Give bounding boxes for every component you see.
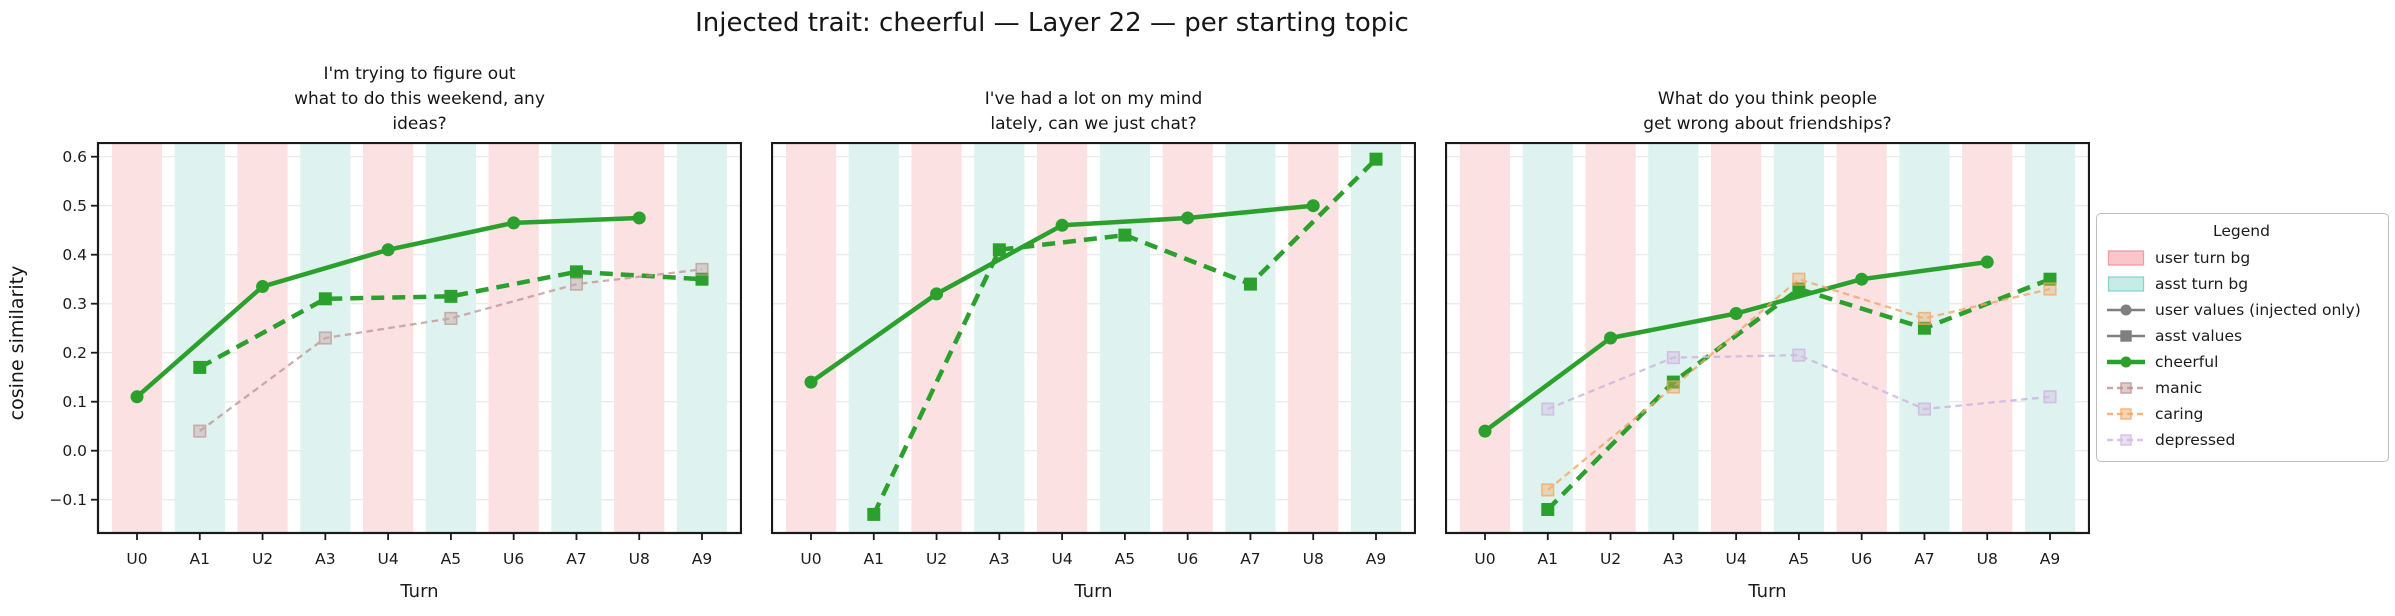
svg-text:A5: A5 <box>1115 550 1135 568</box>
svg-text:U6: U6 <box>1177 550 1198 568</box>
subplot-1: I'm trying to figure out what to do this… <box>37 50 742 611</box>
svg-text:0.0: 0.0 <box>62 442 87 460</box>
svg-text:U4: U4 <box>1726 550 1747 568</box>
legend-title: Legend <box>2213 222 2270 240</box>
svg-text:0.6: 0.6 <box>62 148 87 166</box>
svg-text:Turn: Turn <box>1747 581 1786 602</box>
svg-text:A1: A1 <box>864 550 884 568</box>
figure-title: Injected trait: cheerful — Layer 22 — pe… <box>695 8 1409 38</box>
svg-text:Turn: Turn <box>399 581 438 602</box>
subplot-3-title: What do you think people get wrong about… <box>1643 89 1892 134</box>
legend-item-manic: manic <box>2107 375 2376 401</box>
user-turn-bg-swatch-icon <box>2107 250 2145 266</box>
chart-subplot-2: U0 A1 U2 A3 U4 A5 U6 A7 U8 A9 Turn <box>771 142 1416 602</box>
svg-text:0.1: 0.1 <box>62 393 87 411</box>
svg-text:U6: U6 <box>503 550 524 568</box>
y-axis-label: cosine similarity <box>6 265 28 421</box>
svg-text:A9: A9 <box>692 550 712 568</box>
svg-text:A7: A7 <box>566 550 586 568</box>
svg-text:U0: U0 <box>1474 550 1495 568</box>
svg-text:0.3: 0.3 <box>62 295 87 313</box>
depressed-line-icon <box>2107 434 2145 446</box>
legend-item-user-turn-bg: user turn bg <box>2107 245 2376 271</box>
svg-text:U8: U8 <box>1303 550 1324 568</box>
svg-text:U2: U2 <box>926 550 947 568</box>
svg-text:U0: U0 <box>126 550 147 568</box>
svg-text:0.4: 0.4 <box>62 246 87 264</box>
legend-item-asst-values: asst values <box>2107 323 2376 349</box>
chart-subplot-3: U0 A1 U2 A3 U4 A5 U6 A7 U8 A9 Turn <box>1445 142 2090 602</box>
svg-text:A9: A9 <box>1366 550 1386 568</box>
svg-text:Turn: Turn <box>1073 581 1112 602</box>
caring-line-icon <box>2107 408 2145 420</box>
cheerful-line-icon <box>2107 356 2145 368</box>
svg-text:U4: U4 <box>378 550 399 568</box>
svg-text:U0: U0 <box>800 550 821 568</box>
chart-subplot-1: U0 A1 U2 A3 U4 A5 U6 A7 U8 A9 −0.1 0.0 0.1 0.2 0.3 0.4 0… <box>49 142 742 602</box>
svg-text:A1: A1 <box>1538 550 1558 568</box>
svg-text:U4: U4 <box>1052 550 1073 568</box>
legend-item-caring: caring <box>2107 401 2376 427</box>
legend-items: user turn bg asst turn bg user values (i… <box>2107 245 2376 453</box>
svg-text:U2: U2 <box>252 550 273 568</box>
svg-text:A3: A3 <box>1663 550 1683 568</box>
user-values-marker-icon <box>2107 304 2145 316</box>
svg-text:U2: U2 <box>1600 550 1621 568</box>
legend-item-cheerful: cheerful <box>2107 349 2376 375</box>
svg-text:U6: U6 <box>1851 550 1872 568</box>
svg-text:U8: U8 <box>1977 550 1998 568</box>
svg-text:A3: A3 <box>315 550 335 568</box>
svg-text:−0.1: −0.1 <box>49 491 87 509</box>
subplot-3: What do you think people get wrong about… <box>1445 50 2090 611</box>
svg-text:A3: A3 <box>989 550 1009 568</box>
svg-text:A1: A1 <box>190 550 210 568</box>
plots-row: I'm trying to figure out what to do this… <box>37 50 2090 611</box>
legend-item-depressed: depressed <box>2107 427 2376 453</box>
svg-text:A7: A7 <box>1914 550 1934 568</box>
svg-text:0.5: 0.5 <box>62 197 87 215</box>
subplot-2-title: I've had a lot on my mind lately, can we… <box>984 89 1203 134</box>
svg-text:A7: A7 <box>1240 550 1260 568</box>
manic-line-icon <box>2107 382 2145 394</box>
subplot-1-title: I'm trying to figure out what to do this… <box>294 64 545 134</box>
svg-text:A5: A5 <box>441 550 461 568</box>
legend-item-asst-turn-bg: asst turn bg <box>2107 271 2376 297</box>
svg-text:U8: U8 <box>629 550 650 568</box>
svg-text:0.2: 0.2 <box>62 344 87 362</box>
subplot-2: I've had a lot on my mind lately, can we… <box>771 50 1416 611</box>
svg-text:A5: A5 <box>1789 550 1809 568</box>
svg-text:A9: A9 <box>2040 550 2060 568</box>
legend-item-user-values: user values (injected only) <box>2107 297 2376 323</box>
legend: Legend user turn bg asst turn bg user va… <box>2096 213 2389 462</box>
asst-turn-bg-swatch-icon <box>2107 276 2145 292</box>
asst-values-marker-icon <box>2107 330 2145 342</box>
